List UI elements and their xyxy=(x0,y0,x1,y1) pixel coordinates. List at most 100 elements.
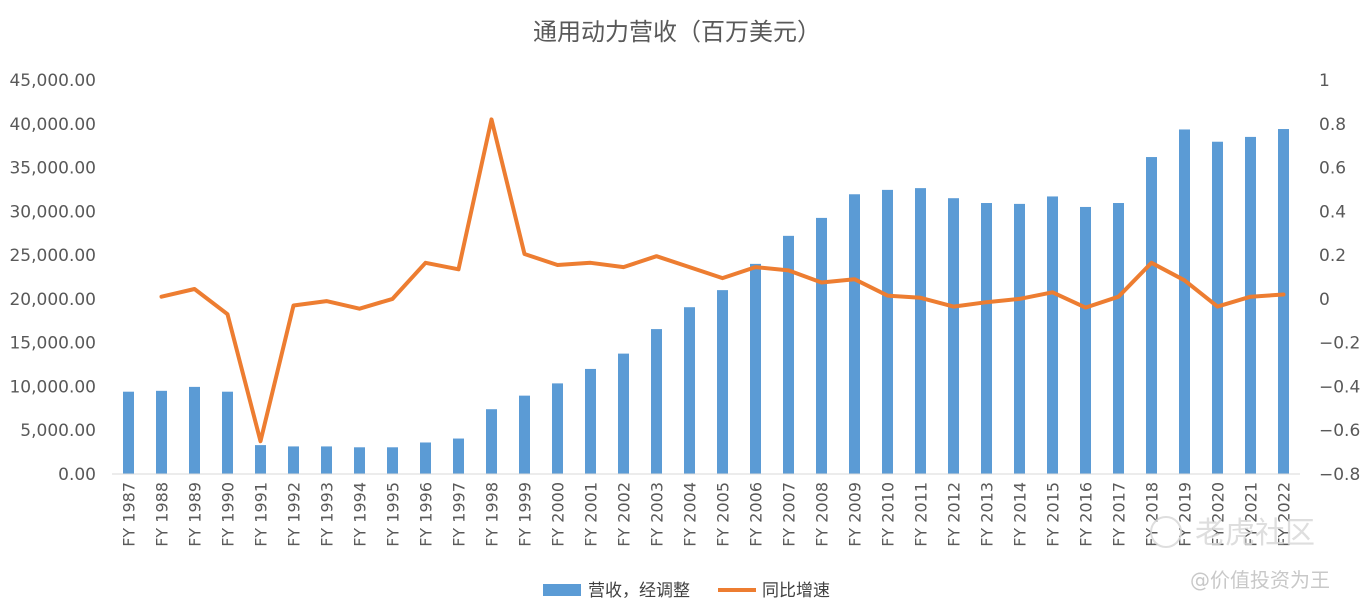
bar xyxy=(222,391,233,474)
bar xyxy=(1014,203,1025,474)
left-axis-tick-label: 20,000.00 xyxy=(9,290,96,310)
right-axis-ticks: −0.8 −0.6 −0.4 −0.2 0 0.2 0.4 0.6 0.8 1 xyxy=(1319,71,1360,485)
bar xyxy=(321,446,332,474)
bar-series xyxy=(123,129,1289,475)
growth-point xyxy=(524,253,525,255)
bar xyxy=(1047,196,1058,474)
bar xyxy=(387,447,398,474)
growth-point xyxy=(656,255,657,257)
x-axis-tick-label: FY 2022 xyxy=(1275,482,1294,547)
x-axis-tick-label: FY 1988 xyxy=(153,482,172,547)
growth-point xyxy=(920,297,921,299)
left-axis-tick-label: 35,000.00 xyxy=(9,159,96,179)
x-axis-tick-label: FY 2012 xyxy=(945,482,964,547)
bar xyxy=(189,386,200,474)
growth-point xyxy=(326,300,327,302)
right-axis-tick-label: 0.8 xyxy=(1319,115,1346,135)
x-axis-tick-label: FY 1996 xyxy=(417,482,436,547)
bar xyxy=(783,235,794,474)
growth-point xyxy=(425,262,426,264)
left-axis-ticks: 0.00 5,000.00 10,000.00 15,000.00 20,000.00 2… xyxy=(9,71,96,485)
x-axis-tick-label: FY 1995 xyxy=(384,482,403,547)
growth-point xyxy=(1283,294,1284,296)
x-axis-tick-label: FY 1990 xyxy=(219,482,238,547)
x-axis-tick-label: FY 1997 xyxy=(450,482,469,547)
growth-point xyxy=(161,296,162,298)
left-axis-tick-label: 5,000.00 xyxy=(20,421,96,441)
x-axis-tick-label: FY 2019 xyxy=(1176,482,1195,547)
watermark: 老虎社区 @价值投资为王 xyxy=(1150,516,1330,592)
x-axis-tick-label: FY 1991 xyxy=(252,482,271,547)
bar xyxy=(486,409,497,474)
bar xyxy=(519,395,530,474)
right-axis-tick-label: −0.6 xyxy=(1319,421,1360,441)
x-axis-tick-label: FY 1994 xyxy=(351,482,370,547)
bar xyxy=(453,438,464,474)
x-axis-tick-label: FY 2014 xyxy=(1011,482,1030,547)
x-axis-tick-label: FY 2015 xyxy=(1044,482,1063,547)
bar xyxy=(1278,129,1289,474)
left-axis-tick-label: 15,000.00 xyxy=(9,334,96,354)
growth-point xyxy=(1118,296,1119,298)
growth-point xyxy=(887,295,888,297)
bar xyxy=(354,447,365,474)
x-axis-tick-label: FY 2018 xyxy=(1143,482,1162,547)
x-axis-tick-label: FY 1998 xyxy=(483,482,502,547)
snowball-logo-icon xyxy=(1150,516,1182,548)
growth-point xyxy=(623,266,624,268)
x-axis-tick-label: FY 2008 xyxy=(813,482,832,547)
x-axis-tick-label: FY 2001 xyxy=(582,482,601,547)
bar xyxy=(585,368,596,474)
growth-point xyxy=(557,264,558,266)
right-axis-tick-label: 0 xyxy=(1319,290,1330,310)
bar xyxy=(1113,203,1124,474)
x-axis-tick-label: FY 2016 xyxy=(1077,482,1096,547)
right-axis-tick-label: 0.4 xyxy=(1319,202,1346,222)
left-axis-tick-label: 10,000.00 xyxy=(9,377,96,397)
bar xyxy=(1080,206,1091,474)
right-axis-tick-label: −0.4 xyxy=(1319,377,1360,397)
right-axis-tick-label: 0.6 xyxy=(1319,159,1346,179)
legend-line-label: 同比增速 xyxy=(762,581,830,601)
x-axis-tick-label: FY 1992 xyxy=(285,482,304,547)
growth-point xyxy=(590,262,591,264)
growth-point xyxy=(722,277,723,279)
growth-point xyxy=(1250,296,1251,298)
bar xyxy=(420,442,431,474)
growth-point xyxy=(1184,279,1185,281)
chart-title: 通用动力营收（百万美元） xyxy=(533,18,821,46)
x-axis-tick-label: FY 2020 xyxy=(1209,482,1228,547)
x-axis-tick-label: FY 1989 xyxy=(186,482,205,547)
growth-point xyxy=(1085,307,1086,309)
left-axis-tick-label: 25,000.00 xyxy=(9,246,96,266)
right-axis-tick-label: −0.2 xyxy=(1319,334,1360,354)
bar xyxy=(1245,136,1256,474)
bar xyxy=(651,329,662,474)
x-axis-tick-label: FY 2007 xyxy=(780,482,799,547)
x-axis-tick-label: FY 2017 xyxy=(1110,482,1129,547)
x-axis-tick-label: FY 2005 xyxy=(714,482,733,547)
growth-point xyxy=(1052,291,1053,293)
bar xyxy=(816,217,827,474)
bar xyxy=(156,390,167,474)
x-axis-tick-label: FY 1987 xyxy=(120,482,139,547)
x-axis-tick-label: FY 2003 xyxy=(648,482,667,547)
growth-point xyxy=(458,268,459,270)
bar xyxy=(915,188,926,474)
right-axis-tick-label: 0.2 xyxy=(1319,246,1346,266)
x-axis-tick-label: FY 1999 xyxy=(516,482,535,547)
left-axis-tick-label: 45,000.00 xyxy=(9,71,96,91)
x-axis-tick-label: FY 2006 xyxy=(747,482,766,547)
bar xyxy=(981,203,992,474)
growth-point xyxy=(755,266,756,268)
growth-point xyxy=(194,288,195,290)
bar xyxy=(552,383,563,474)
growth-point xyxy=(788,269,789,271)
growth-point xyxy=(953,306,954,308)
bar xyxy=(123,391,134,474)
growth-point xyxy=(491,118,492,120)
left-axis-tick-label: 40,000.00 xyxy=(9,115,96,135)
x-axis-ticks: FY 1987 FY 1988 FY 1989 FY 1990 FY 1991 FY 19… xyxy=(120,482,1294,547)
legend: 营收，经调整 同比增速 xyxy=(543,581,830,601)
